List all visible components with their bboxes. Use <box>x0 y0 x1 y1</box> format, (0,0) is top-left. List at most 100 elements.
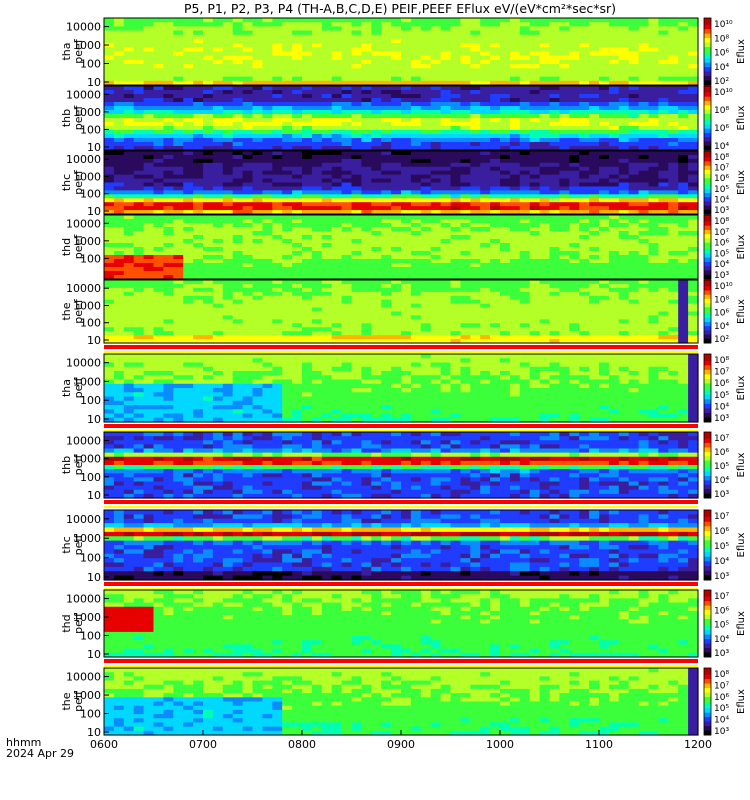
spectrogram-cell <box>480 311 491 317</box>
spectrogram-cell <box>153 271 164 276</box>
spectrogram-cell <box>302 263 313 268</box>
spectrogram-cell <box>450 174 461 180</box>
spectrogram-cell <box>608 299 620 305</box>
spectrogram-cell <box>292 102 303 107</box>
spectrogram-cell <box>282 102 293 107</box>
spectrogram-cell <box>133 299 145 305</box>
spectrogram-cell <box>262 339 273 344</box>
spectrogram-cell <box>401 26 412 32</box>
spectrogram-cell <box>341 178 353 184</box>
spectrogram-cell <box>361 227 372 232</box>
spectrogram-cell <box>678 94 689 99</box>
spectrogram-cell <box>500 30 511 36</box>
spectrogram-cell <box>608 295 620 301</box>
spectrogram-cell <box>371 194 382 199</box>
spectrogram-cell <box>658 151 669 156</box>
spectrogram-cell <box>529 55 541 61</box>
spectrogram-cell <box>153 106 164 111</box>
spectrogram-cell <box>599 94 610 99</box>
spectrogram-cell <box>430 271 442 276</box>
spectrogram-cell <box>292 251 303 256</box>
spectrogram-cell <box>252 307 263 313</box>
spectrogram-cell <box>430 134 442 139</box>
spectrogram-cell <box>500 307 511 313</box>
spectrogram-cell <box>123 219 135 224</box>
spectrogram-cell <box>292 118 303 123</box>
spectrogram-cell <box>302 291 313 297</box>
spectrogram-cell <box>173 319 184 324</box>
spectrogram-cell <box>292 30 303 36</box>
spectrogram-cell <box>608 134 620 139</box>
spectrogram-cell <box>668 154 679 160</box>
spectrogram-cell <box>173 158 184 164</box>
spectrogram-cell <box>549 106 560 111</box>
spectrogram-cell <box>589 106 600 111</box>
spectrogram-cell <box>569 43 580 48</box>
spectrogram-cell <box>430 118 442 123</box>
spectrogram-cell <box>549 295 560 301</box>
spectrogram-cell <box>509 59 521 65</box>
spectrogram-cell <box>688 43 699 48</box>
spectrogram-cell <box>529 227 541 232</box>
spectrogram-cell <box>628 59 640 65</box>
spectrogram-cell <box>153 287 164 293</box>
spectrogram-cell <box>302 315 313 320</box>
spectrogram-cell <box>638 243 650 248</box>
spectrogram-cell <box>658 64 669 69</box>
spectrogram-cell <box>163 215 174 220</box>
spectrogram-cell <box>430 110 442 115</box>
spectrogram-cell <box>638 34 650 40</box>
spectrogram-cell <box>311 86 323 91</box>
spectrogram-cell <box>381 271 392 276</box>
spectrogram-cell <box>391 311 402 317</box>
spectrogram-cell <box>401 215 412 220</box>
spectrogram-cell <box>381 114 392 119</box>
colorbar-swatch <box>704 31 711 35</box>
spectrogram-cell <box>569 86 580 91</box>
spectrogram-cell <box>212 43 224 48</box>
spectrogram-cell <box>104 255 115 260</box>
spectrogram-cell <box>519 55 531 61</box>
spectrogram-cell <box>212 18 224 23</box>
spectrogram-cell <box>500 158 511 164</box>
spectrogram-cell <box>123 134 135 139</box>
spectrogram-cell <box>420 43 432 48</box>
spectrogram-cell <box>104 64 115 69</box>
spectrogram-cell <box>450 51 461 57</box>
spectrogram-cell <box>401 142 412 147</box>
spectrogram-cell <box>113 55 125 61</box>
spectrogram-cell <box>242 142 254 147</box>
spectrogram-cell <box>658 94 669 99</box>
spectrogram-cell <box>500 243 511 248</box>
spectrogram-cell <box>123 162 135 168</box>
spectrogram-cell <box>430 275 442 280</box>
spectrogram-cell <box>222 319 234 324</box>
spectrogram-cell <box>500 202 511 207</box>
spectrogram-cell <box>668 170 679 176</box>
spectrogram-cell <box>480 303 491 309</box>
spectrogram-cell <box>212 219 224 224</box>
spectrogram-cell <box>371 55 382 61</box>
spectrogram-cell <box>391 335 402 340</box>
spectrogram-cell <box>321 126 333 131</box>
spectrogram-cell <box>618 206 630 211</box>
spectrogram-cell <box>618 307 630 313</box>
spectrogram-cell <box>222 86 234 91</box>
spectrogram-cell <box>123 331 135 336</box>
spectrogram-cell <box>410 43 422 48</box>
colorbar-swatch <box>704 96 711 100</box>
spectrogram-cell <box>589 98 600 103</box>
spectrogram-cell <box>628 72 640 78</box>
spectrogram-cell <box>292 182 303 188</box>
spectrogram-cell <box>569 206 580 211</box>
spectrogram-cell <box>470 110 481 115</box>
spectrogram-cell <box>351 158 362 164</box>
spectrogram-cell <box>608 138 620 143</box>
spectrogram-cell <box>579 287 590 293</box>
spectrogram-cell <box>232 299 244 305</box>
y-tick-label: 1000 <box>73 39 101 52</box>
spectrogram-cell <box>163 259 174 264</box>
spectrogram-cell <box>490 59 501 65</box>
spectrogram-cell <box>163 118 174 123</box>
spectrogram-cell <box>401 102 412 107</box>
